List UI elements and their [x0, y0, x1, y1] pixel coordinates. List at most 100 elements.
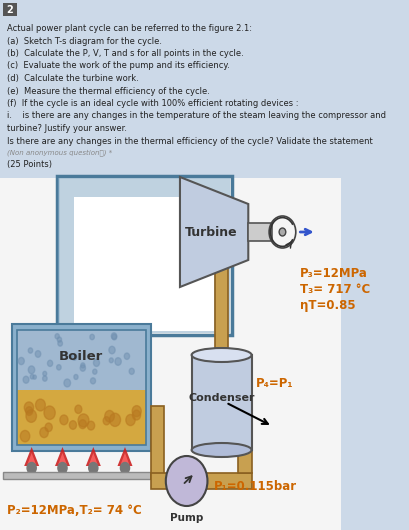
Text: Boiler: Boiler — [59, 350, 103, 364]
Text: Pump: Pump — [170, 513, 203, 523]
Bar — [17, 330, 146, 390]
Circle shape — [28, 348, 33, 353]
Circle shape — [103, 417, 110, 425]
Polygon shape — [89, 453, 97, 464]
Circle shape — [109, 346, 115, 354]
Circle shape — [18, 357, 24, 365]
Circle shape — [126, 414, 135, 426]
Text: 2: 2 — [7, 5, 13, 15]
Text: T₃= 717 °C: T₃= 717 °C — [300, 283, 370, 296]
Text: (Non anonymous questionⓘ) *: (Non anonymous questionⓘ) * — [7, 149, 112, 156]
Text: (f)  If the cycle is an ideal cycle with 100% efficient rotating devices :: (f) If the cycle is an ideal cycle with … — [7, 99, 298, 108]
Circle shape — [72, 354, 77, 360]
Circle shape — [26, 410, 36, 422]
Circle shape — [94, 359, 99, 366]
Text: ηT=0.85: ηT=0.85 — [300, 299, 355, 312]
Ellipse shape — [192, 348, 252, 362]
Circle shape — [90, 334, 94, 340]
Circle shape — [36, 399, 45, 411]
Text: Condenser: Condenser — [189, 393, 255, 403]
Circle shape — [35, 351, 41, 357]
Circle shape — [43, 372, 47, 376]
Text: (c)  Evaluate the work of the pump and its efficiency.: (c) Evaluate the work of the pump and it… — [7, 61, 229, 70]
Bar — [0, 178, 341, 530]
Circle shape — [70, 421, 76, 429]
Text: P₁=0.115bar: P₁=0.115bar — [214, 480, 297, 492]
Circle shape — [79, 420, 86, 429]
Text: (d)  Calculate the turbine work.: (d) Calculate the turbine work. — [7, 74, 138, 83]
Bar — [74, 197, 214, 331]
Bar — [57, 176, 231, 335]
Circle shape — [74, 375, 78, 379]
Text: i.    is there are any changes in the temperature of the steam leaving the compr: i. is there are any changes in the tempe… — [7, 111, 386, 120]
Circle shape — [55, 334, 59, 339]
Text: P₂=12MPa,T₂= 74 °C: P₂=12MPa,T₂= 74 °C — [7, 504, 142, 517]
Text: (b)  Calculate the P, V, T and s for all points in the cycle.: (b) Calculate the P, V, T and s for all … — [7, 49, 243, 58]
Text: P₃=12MPa: P₃=12MPa — [300, 267, 368, 280]
Circle shape — [27, 463, 36, 473]
Circle shape — [43, 376, 47, 381]
Circle shape — [112, 334, 117, 340]
Bar — [248, 223, 272, 241]
Circle shape — [56, 365, 61, 370]
Circle shape — [80, 365, 85, 371]
FancyBboxPatch shape — [3, 3, 17, 16]
Circle shape — [64, 379, 70, 387]
Circle shape — [81, 363, 85, 368]
Text: Turbine: Turbine — [184, 225, 237, 238]
Circle shape — [105, 410, 115, 422]
Bar — [151, 473, 252, 489]
Circle shape — [133, 410, 141, 420]
Circle shape — [24, 402, 34, 413]
Text: turbine? Justify your answer.: turbine? Justify your answer. — [7, 124, 127, 133]
Circle shape — [26, 407, 33, 416]
Circle shape — [93, 369, 97, 374]
Bar — [17, 330, 146, 445]
Circle shape — [90, 378, 96, 384]
Circle shape — [87, 421, 95, 430]
Circle shape — [279, 228, 286, 236]
Circle shape — [110, 413, 121, 427]
Circle shape — [60, 415, 68, 425]
Circle shape — [166, 456, 207, 506]
Polygon shape — [24, 447, 39, 466]
Circle shape — [20, 430, 30, 442]
Bar — [215, 267, 228, 355]
Bar — [192, 355, 252, 450]
Circle shape — [124, 353, 130, 359]
Bar — [58, 178, 230, 333]
Polygon shape — [27, 453, 36, 464]
Circle shape — [40, 427, 48, 438]
Circle shape — [23, 376, 29, 383]
Circle shape — [45, 423, 52, 431]
Polygon shape — [121, 453, 129, 464]
Text: (25 Points): (25 Points) — [7, 160, 52, 169]
Text: Is there are any changes in the thermal efficiency of the cycle? Validate the st: Is there are any changes in the thermal … — [7, 137, 373, 146]
Circle shape — [58, 463, 67, 473]
Polygon shape — [117, 447, 133, 466]
Bar — [12, 324, 151, 451]
Circle shape — [89, 463, 98, 473]
Circle shape — [28, 366, 35, 374]
Text: (a)  Sketch T-s diagram for the cycle.: (a) Sketch T-s diagram for the cycle. — [7, 37, 162, 46]
Polygon shape — [58, 453, 67, 464]
Circle shape — [58, 341, 63, 346]
Text: Actual power plant cycle can be referred to the figure 2.1:: Actual power plant cycle can be referred… — [7, 24, 252, 33]
Circle shape — [132, 405, 141, 417]
Text: P₄=P₁: P₄=P₁ — [256, 377, 293, 390]
Bar — [151, 407, 164, 479]
Polygon shape — [55, 447, 70, 466]
Polygon shape — [180, 177, 248, 287]
Circle shape — [120, 463, 130, 473]
Circle shape — [129, 368, 134, 374]
Circle shape — [115, 358, 121, 365]
Circle shape — [30, 374, 34, 379]
Circle shape — [111, 333, 117, 339]
Circle shape — [109, 358, 113, 363]
Bar — [3, 472, 159, 479]
Polygon shape — [86, 447, 101, 466]
Text: (e)  Measure the thermal efficiency of the cycle.: (e) Measure the thermal efficiency of th… — [7, 86, 209, 95]
Ellipse shape — [192, 443, 252, 457]
Bar — [17, 390, 146, 445]
Bar — [238, 442, 252, 473]
